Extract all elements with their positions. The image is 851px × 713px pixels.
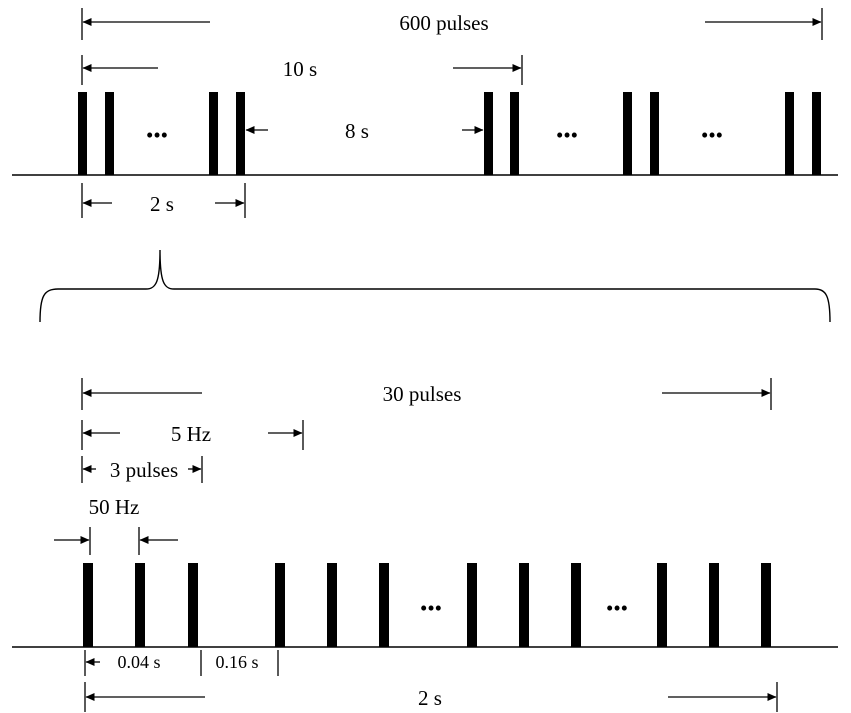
bottom-pulse-interval-label: 0.04 s [117,652,160,672]
top-pulse-bar [105,92,114,175]
top-total-span [81,8,823,40]
top-pulse-bar [209,92,218,175]
top-total-label: 600 pulses [399,11,488,35]
top-pulse-bars [78,92,821,175]
top-pulse-bar [236,92,245,175]
bottom-pulse-bar [379,563,389,647]
bottom-pulse-freq-span [54,527,178,555]
top-pulse-bar [623,92,632,175]
top-train-label: 2 s [150,192,174,216]
bottom-pulse-bar [519,563,529,647]
bottom-ellipsis-2: ••• [606,596,628,620]
bottom-pulse-bar [467,563,477,647]
top-train-span [81,183,246,218]
bottom-pulse-bar [327,563,337,647]
top-ellipsis-3: ••• [701,123,723,147]
bottom-pulse-bar [135,563,145,647]
bottom-train-span [84,682,778,712]
bottom-pulse-bar [761,563,771,647]
top-pulse-bar [78,92,87,175]
bottom-pulse-bar [571,563,581,647]
bottom-pulse-interval-span [84,650,100,676]
bottom-pulse-bar [83,563,93,647]
top-pulse-bar [650,92,659,175]
top-timeline: ••• ••• ••• 600 pulses 10 s 8 s [12,8,838,218]
bottom-pulse-bars [83,563,771,647]
top-pulse-bar [785,92,794,175]
top-pulse-bar [484,92,493,175]
top-pulse-bar [812,92,821,175]
bottom-ellipsis-1: ••• [420,596,442,620]
top-cycle-span [81,55,523,85]
top-ellipsis-2: ••• [556,123,578,147]
bottom-burst-gap-label: 0.16 s [215,652,258,672]
bottom-burst-freq-label: 5 Hz [171,422,211,446]
bottom-train-label: 2 s [418,686,442,710]
zoom-brace [39,249,831,323]
bottom-burst-size-label: 3 pulses [110,458,178,482]
bottom-burst-freq-span [81,420,304,450]
top-ellipsis-1: ••• [146,123,168,147]
bottom-pulse-bar [657,563,667,647]
bottom-burst-size-span [81,456,203,483]
top-gap-label: 8 s [345,119,369,143]
top-pulse-bar [510,92,519,175]
bottom-timeline: ••• ••• 30 pulses 5 Hz 3 pulses 50 Hz [12,378,838,712]
bottom-pulse-bar [275,563,285,647]
bottom-pulse-freq-label: 50 Hz [89,495,140,519]
bottom-pulse-bar [188,563,198,647]
top-cycle-label: 10 s [283,57,317,81]
bottom-total-label: 30 pulses [383,382,462,406]
bottom-total-span [81,378,772,410]
bottom-pulse-bar [709,563,719,647]
